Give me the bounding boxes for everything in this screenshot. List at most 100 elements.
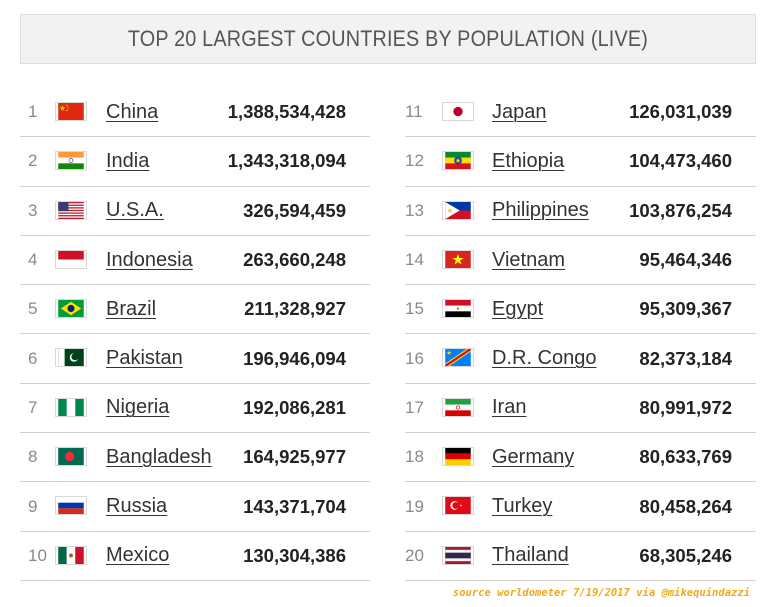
country-link[interactable]: Germany bbox=[492, 445, 575, 468]
country-link[interactable]: Egypt bbox=[492, 297, 544, 320]
germany-flag-icon bbox=[442, 447, 474, 467]
population-value: 80,458,264 bbox=[639, 495, 732, 517]
population-value: 80,991,972 bbox=[639, 396, 732, 418]
table-row: 14 Vietnam 95,464,346 bbox=[405, 236, 756, 286]
rank-number: 7 bbox=[28, 397, 38, 417]
turkey-flag-icon bbox=[442, 496, 474, 516]
rank-number: 4 bbox=[28, 250, 38, 270]
table-row: 19 Turkey 80,458,264 bbox=[405, 482, 756, 532]
bangladesh-flag-icon bbox=[55, 447, 87, 467]
country-link[interactable]: Iran bbox=[492, 396, 527, 419]
country-link[interactable]: Mexico bbox=[106, 544, 170, 567]
country-link[interactable]: Philippines bbox=[492, 199, 589, 222]
table-row: 9 Russia 143,371,704 bbox=[20, 482, 370, 532]
vietnam-flag-icon bbox=[442, 249, 474, 269]
table-row: 2 India 1,343,318,094 bbox=[20, 137, 370, 187]
mexico-flag-icon bbox=[55, 545, 87, 565]
population-value: 196,946,094 bbox=[243, 347, 346, 369]
country-link[interactable]: Bangladesh bbox=[106, 445, 212, 468]
rank-number: 1 bbox=[28, 102, 38, 122]
country-list-right: 11 Japan 126,031,039 12 Ethiopia 104,473… bbox=[405, 88, 756, 581]
country-link[interactable]: China bbox=[106, 100, 159, 123]
population-value: 103,876,254 bbox=[629, 199, 732, 221]
population-value: 211,328,927 bbox=[244, 298, 346, 320]
nigeria-flag-icon bbox=[55, 397, 87, 417]
iran-flag-icon bbox=[442, 397, 474, 417]
india-flag-icon bbox=[55, 151, 87, 171]
rank-number: 19 bbox=[405, 496, 424, 516]
country-list-left: 1 China 1,388,534,428 2 India 1,343,318,… bbox=[20, 88, 370, 581]
country-link[interactable]: D.R. Congo bbox=[492, 347, 597, 370]
table-row: 1 China 1,388,534,428 bbox=[20, 88, 370, 138]
rank-number: 2 bbox=[28, 151, 38, 171]
table-row: 12 Ethiopia 104,473,460 bbox=[405, 137, 756, 187]
population-value: 143,371,704 bbox=[243, 495, 346, 517]
population-value: 95,309,367 bbox=[639, 298, 732, 320]
population-value: 1,388,534,428 bbox=[227, 101, 346, 123]
country-link[interactable]: Vietnam bbox=[492, 248, 566, 271]
population-value: 263,660,248 bbox=[243, 249, 346, 271]
rank-number: 16 bbox=[405, 348, 424, 368]
rank-number: 5 bbox=[28, 299, 38, 319]
country-link[interactable]: Ethiopia bbox=[492, 149, 565, 172]
japan-flag-icon bbox=[442, 102, 474, 121]
table-row: 10 Mexico 130,304,386 bbox=[20, 532, 370, 581]
rank-number: 14 bbox=[405, 250, 424, 270]
table-row: 6 Pakistan 196,946,094 bbox=[20, 334, 370, 384]
country-link[interactable]: India bbox=[106, 149, 150, 172]
country-link[interactable]: Pakistan bbox=[106, 347, 183, 370]
rank-number: 3 bbox=[28, 200, 38, 220]
dr-congo-flag-icon bbox=[442, 348, 474, 368]
ethiopia-flag-icon bbox=[442, 151, 474, 171]
source-credit: source worldometer 7/19/2017 via @mikequ… bbox=[452, 587, 750, 599]
table-row: 4 Indonesia 263,660,248 bbox=[20, 236, 370, 286]
pakistan-flag-icon bbox=[55, 348, 87, 368]
table-row: 17 Iran 80,991,972 bbox=[405, 384, 756, 434]
rank-number: 10 bbox=[28, 545, 47, 565]
country-link[interactable]: Indonesia bbox=[106, 248, 193, 271]
population-value: 126,031,039 bbox=[629, 101, 732, 123]
population-value: 164,925,977 bbox=[243, 446, 346, 468]
population-value: 1,343,318,094 bbox=[227, 150, 346, 172]
rank-number: 13 bbox=[405, 200, 424, 220]
country-link[interactable]: Japan bbox=[492, 100, 547, 123]
philippines-flag-icon bbox=[442, 200, 474, 220]
china-flag-icon bbox=[55, 102, 87, 121]
indonesia-flag-icon bbox=[55, 249, 87, 269]
table-row: 18 Germany 80,633,769 bbox=[405, 433, 756, 483]
page-title: TOP 20 LARGEST COUNTRIES BY POPULATION (… bbox=[127, 26, 649, 51]
population-value: 68,305,246 bbox=[639, 544, 732, 566]
country-link[interactable]: Turkey bbox=[492, 495, 553, 518]
brazil-flag-icon bbox=[55, 299, 87, 319]
population-value: 80,633,769 bbox=[639, 446, 732, 468]
rank-number: 18 bbox=[405, 447, 424, 467]
country-link[interactable]: Russia bbox=[106, 495, 168, 518]
table-row: 16 D.R. Congo 82,373,184 bbox=[405, 334, 756, 384]
country-link[interactable]: Nigeria bbox=[106, 396, 170, 419]
rank-number: 6 bbox=[28, 348, 38, 368]
population-value: 104,473,460 bbox=[629, 150, 732, 172]
population-value: 95,464,346 bbox=[639, 249, 732, 271]
table-row: 7 Nigeria 192,086,281 bbox=[20, 384, 370, 434]
usa-flag-icon bbox=[55, 200, 87, 220]
rank-number: 17 bbox=[405, 397, 424, 417]
table-row: 20 Thailand 68,305,246 bbox=[405, 532, 756, 581]
rank-number: 8 bbox=[28, 447, 38, 467]
table-row: 5 Brazil 211,328,927 bbox=[20, 285, 370, 335]
table-row: 8 Bangladesh 164,925,977 bbox=[20, 433, 370, 483]
country-link[interactable]: U.S.A. bbox=[106, 199, 164, 222]
population-value: 192,086,281 bbox=[243, 396, 346, 418]
table-row: 15 Egypt 95,309,367 bbox=[405, 285, 756, 335]
rank-number: 9 bbox=[28, 496, 38, 516]
table-row: 3 U.S.A. 326,594,459 bbox=[20, 187, 370, 236]
russia-flag-icon bbox=[55, 496, 87, 516]
table-row: 13 Philippines 103,876,254 bbox=[405, 187, 756, 236]
population-value: 130,304,386 bbox=[243, 544, 346, 566]
table-row: 11 Japan 126,031,039 bbox=[405, 88, 756, 138]
thailand-flag-icon bbox=[442, 545, 474, 565]
country-link[interactable]: Thailand bbox=[492, 544, 569, 567]
rank-number: 15 bbox=[405, 299, 424, 319]
population-value: 326,594,459 bbox=[243, 199, 346, 221]
country-link[interactable]: Brazil bbox=[106, 297, 157, 320]
rank-number: 20 bbox=[405, 545, 424, 565]
